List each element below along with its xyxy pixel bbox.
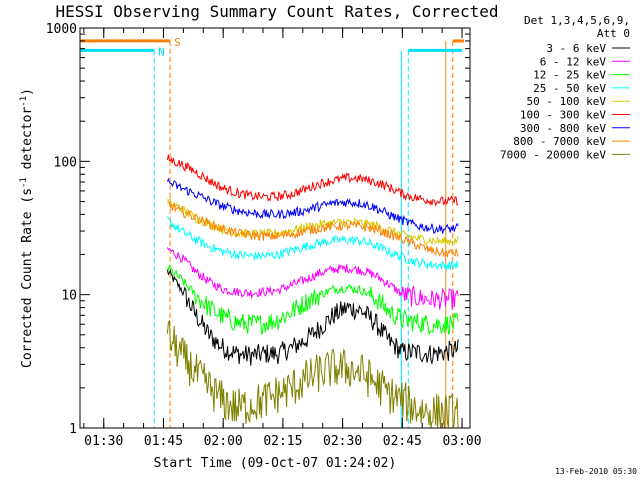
legend-label: 25 - 50 keV (533, 82, 606, 95)
x-tick-label: 01:30 (84, 434, 123, 449)
x-tick-label: 03:00 (442, 434, 481, 449)
x-tick-label: 01:45 (144, 434, 183, 449)
series-line (167, 201, 459, 258)
plot-series (166, 154, 459, 429)
legend-label: 7000 - 20000 keV (500, 148, 606, 161)
x-tick-label: 02:30 (323, 434, 362, 449)
legend-label: 800 - 7000 keV (513, 135, 606, 148)
y-tick-label: 1000 (46, 22, 77, 37)
series-line (166, 264, 459, 336)
footer-date: 13-Feb-2010 05:30 (555, 467, 637, 476)
x-axis-label: Start Time (09-Oct-07 01:24:02) (154, 456, 397, 471)
y-tick-label: 100 (54, 155, 77, 170)
y-axis: 1 10 100 1000 (46, 22, 470, 437)
flag-label: S (174, 36, 181, 49)
series-line (166, 154, 459, 207)
series-line (166, 319, 459, 429)
series-line (166, 216, 459, 271)
legend-label: 300 - 800 keV (520, 122, 606, 135)
flag-layer: SN (80, 36, 465, 428)
legend-header: Att 0 (597, 27, 630, 40)
y-tick-label: 10 (61, 289, 77, 304)
legend-label: 50 - 100 keV (527, 95, 607, 108)
legend-label: 6 - 12 keV (540, 55, 607, 68)
y-axis-label: Corrected Count Rate (s-1 detector-1) (19, 88, 35, 368)
legend-header: Det 1,3,4,5,6,9, (524, 14, 630, 27)
plot-frame (79, 27, 471, 429)
legend-label: 3 - 6 keV (546, 42, 606, 55)
series-line (166, 247, 459, 310)
series-line (166, 268, 459, 366)
flag-label: N (158, 45, 165, 58)
legend-label: 12 - 25 keV (533, 69, 606, 82)
chart-title: HESSI Observing Summary Count Rates, Cor… (55, 2, 498, 21)
legend-label: 100 - 300 keV (520, 109, 606, 122)
x-tick-label: 02:15 (263, 434, 302, 449)
x-axis: 01:30 01:45 02:00 02:15 02:30 02:45 03:00 (83, 28, 482, 449)
x-tick-label: 02:00 (204, 434, 243, 449)
y-tick-label: 1 (69, 422, 77, 437)
series-line (166, 177, 459, 234)
x-tick-label: 02:45 (383, 434, 422, 449)
